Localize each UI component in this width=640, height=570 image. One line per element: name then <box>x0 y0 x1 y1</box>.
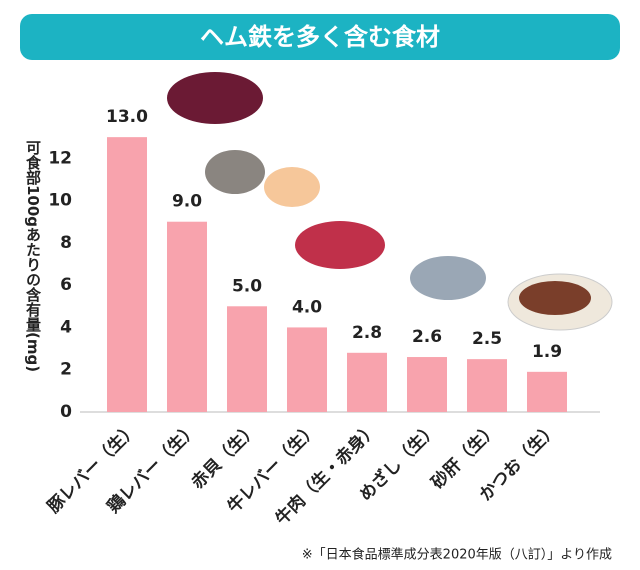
value-label: 4.0 <box>292 297 322 317</box>
liver-illustration <box>167 72 263 124</box>
value-label: 2.6 <box>412 327 442 347</box>
beef-illustration <box>295 221 385 269</box>
y-tick-label: 4 <box>60 317 72 337</box>
chart-title: ヘム鉄を多く含む食材 <box>200 23 440 51</box>
bar <box>527 371 567 412</box>
y-axis-label: 可食部100gあたりの含有量(mg) <box>24 140 42 372</box>
source-note: ※「日本食品標準成分表2020年版（八訂）」より作成 <box>302 547 612 563</box>
fish-illustration <box>410 256 486 300</box>
bar <box>287 327 327 412</box>
bar <box>347 352 387 412</box>
clam-illustration <box>264 167 320 207</box>
y-tick-label: 12 <box>48 148 72 168</box>
gizzard-illustration <box>519 281 591 315</box>
bar <box>227 306 267 412</box>
bar <box>107 137 147 412</box>
y-tick-label: 10 <box>48 191 72 211</box>
value-label: 5.0 <box>232 276 262 296</box>
value-label: 1.9 <box>532 342 562 362</box>
y-tick-label: 2 <box>60 360 72 380</box>
clam-illustration <box>205 150 265 194</box>
value-label: 13.0 <box>106 107 148 127</box>
y-tick-label: 6 <box>60 275 72 295</box>
value-label: 2.8 <box>352 323 382 343</box>
bar <box>167 221 207 412</box>
value-label: 9.0 <box>172 192 202 212</box>
x-tick-label: 牛肉（生・赤身） <box>271 418 382 529</box>
y-tick-label: 8 <box>60 233 72 253</box>
bar <box>467 359 507 412</box>
value-label: 2.5 <box>472 329 502 349</box>
title-banner <box>20 14 620 60</box>
bar <box>407 357 447 412</box>
y-tick-label: 0 <box>60 402 72 422</box>
